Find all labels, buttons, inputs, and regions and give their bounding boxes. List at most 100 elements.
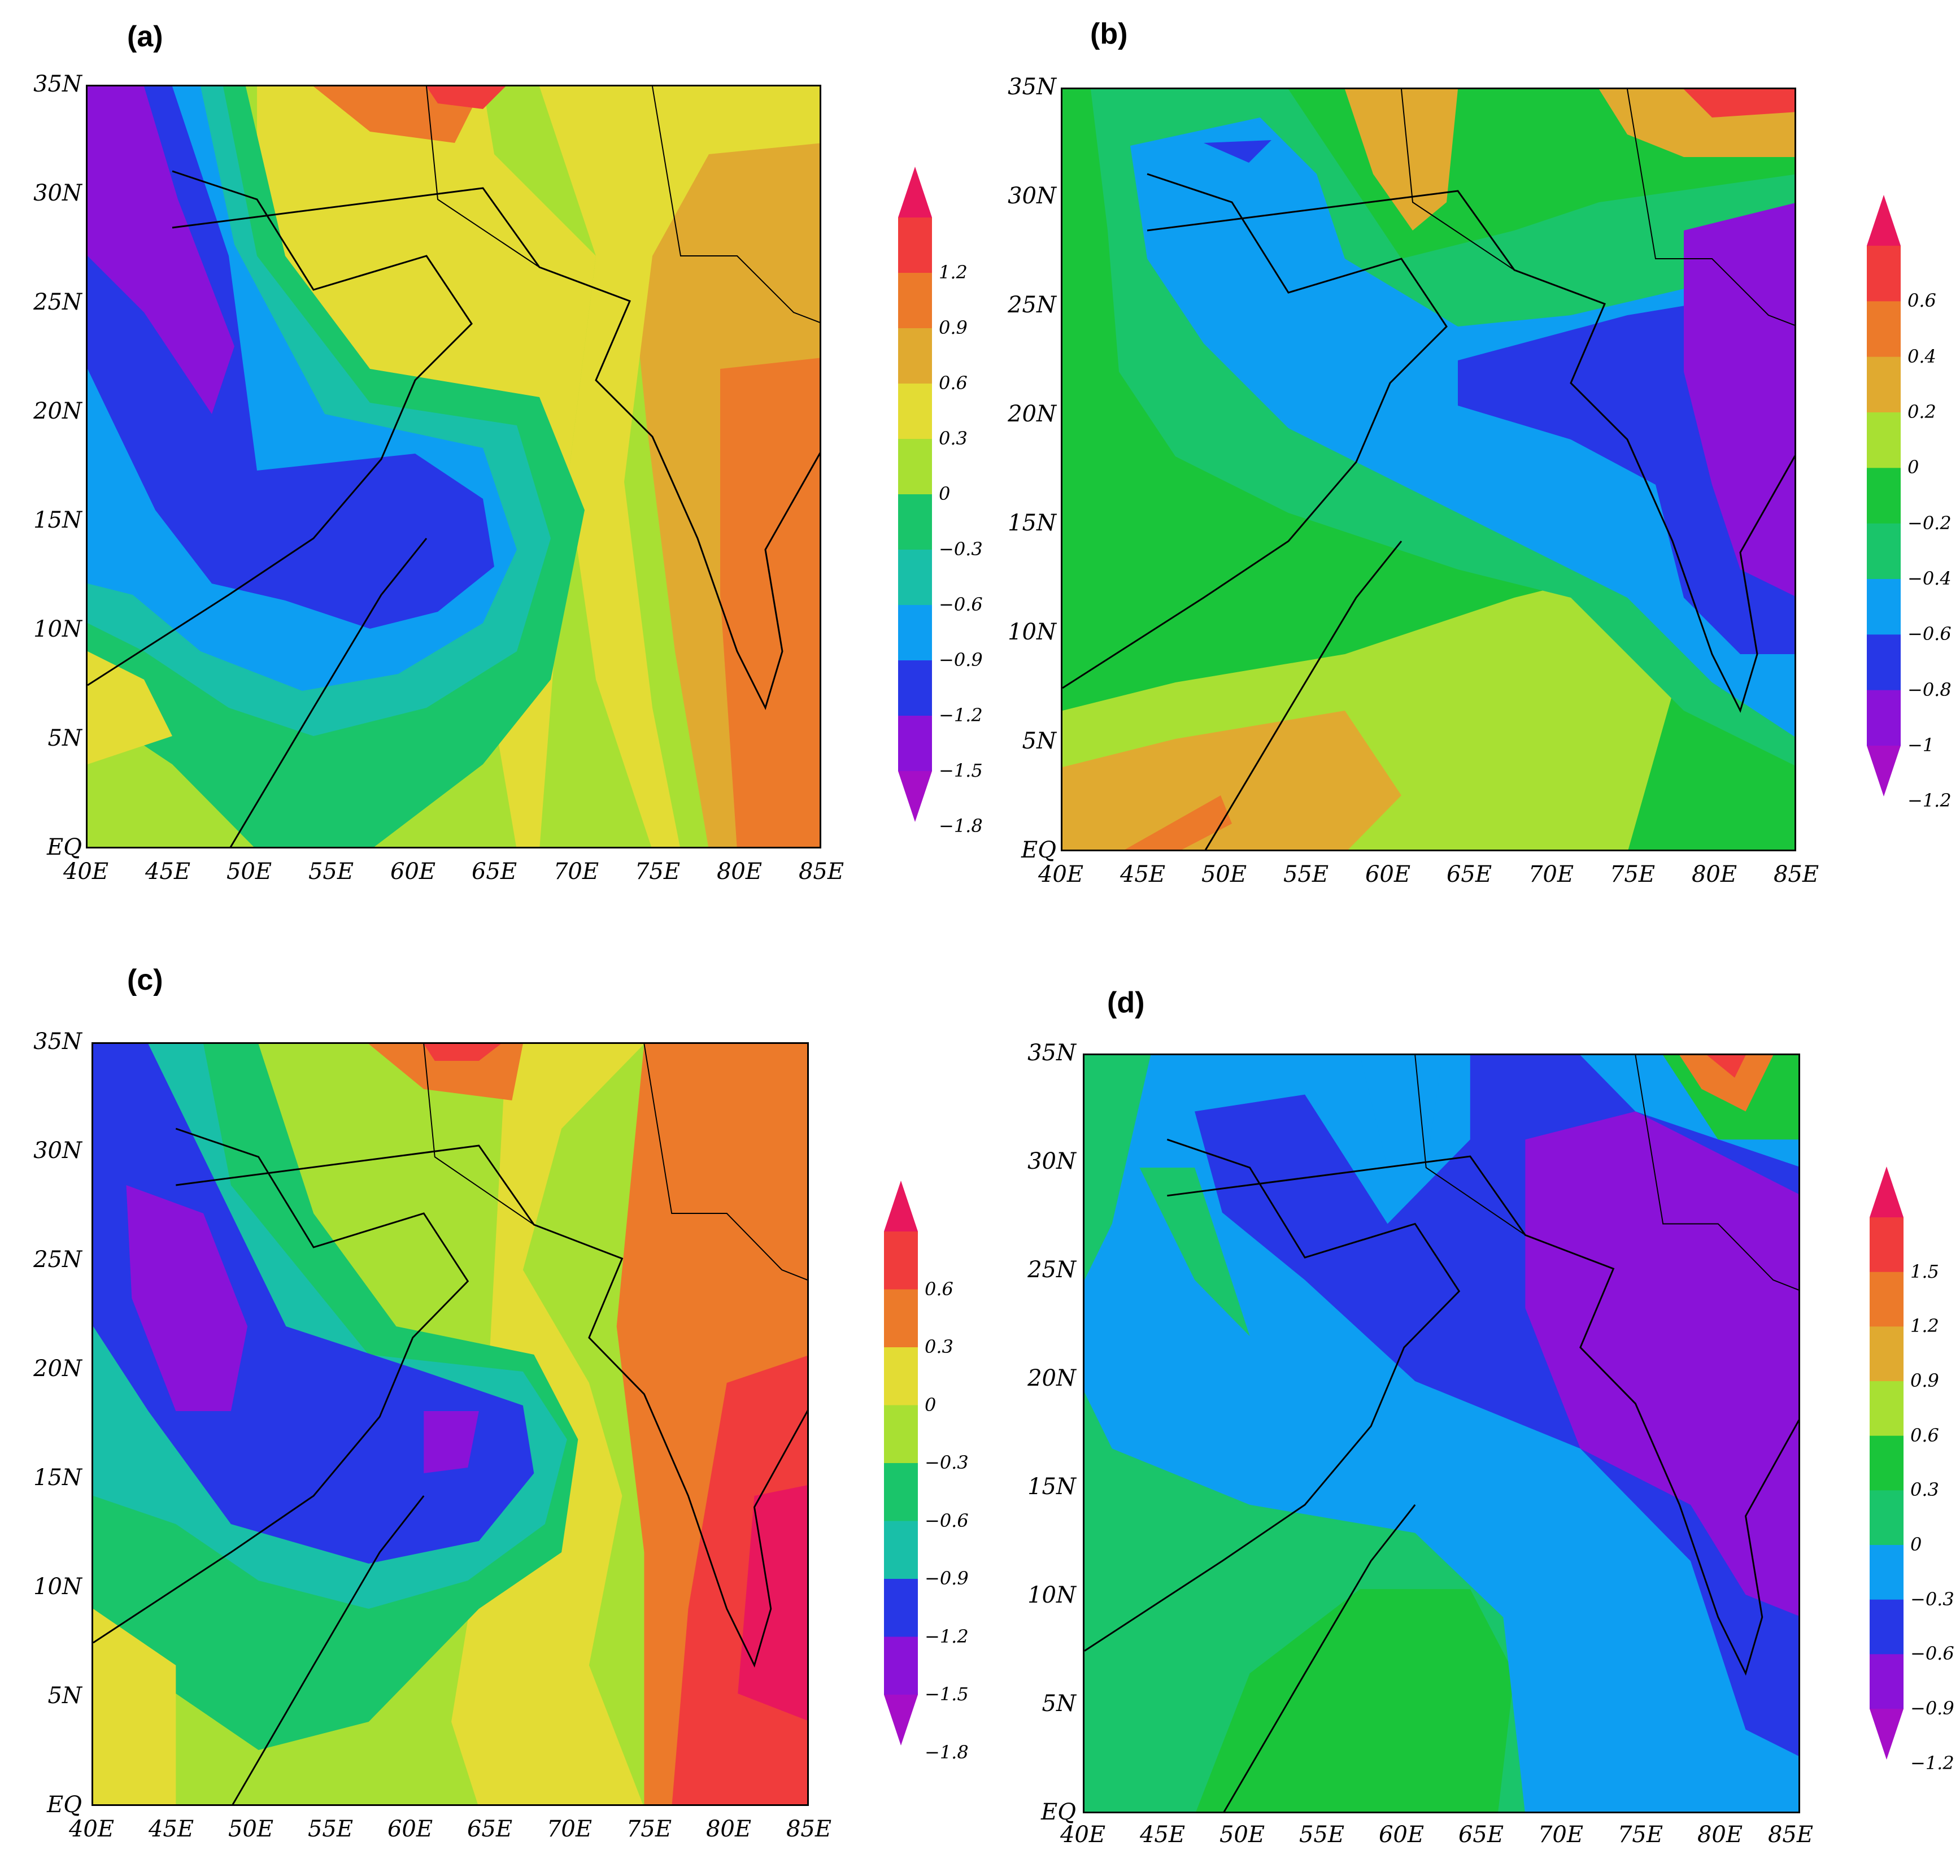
contour-fill [426, 86, 506, 109]
lon-label: 70E [553, 859, 599, 885]
colorbar-tick-label: −0.9 [939, 649, 983, 671]
colorbar-graphic [1867, 195, 1901, 796]
lon-label: 70E [546, 1816, 593, 1842]
lat-label: 5N [1042, 1691, 1076, 1717]
lon-label: 85E [798, 859, 844, 885]
colorbar-segment [898, 328, 932, 384]
colorbar-tick-label: −0.6 [1910, 1643, 1954, 1665]
lon-label: 65E [1446, 861, 1492, 887]
lat-label: 10N [1027, 1582, 1076, 1608]
colorbar-graphic [1870, 1166, 1904, 1760]
map-c-contours [93, 1044, 807, 1804]
colorbar-bottom-arrow [1867, 746, 1901, 796]
colorbar-segment [1867, 468, 1901, 524]
lat-label: EQ [47, 834, 82, 860]
colorbar-tick-label: −0.2 [1907, 512, 1952, 534]
colorbar-segment [898, 550, 932, 606]
colorbar-segment [1870, 1326, 1904, 1382]
lon-label: 60E [1378, 1822, 1425, 1848]
panel-label-c: (c) [127, 964, 163, 996]
lat-label: 15N [1027, 1474, 1076, 1500]
panel-label-b: (b) [1090, 18, 1128, 50]
colorbar-d: 1.5 1.2 0.9 0.6 0.3 0 −0.3 −0.6 −0.9 −1.2 [1870, 1166, 1954, 1774]
contour-fill [720, 358, 820, 847]
border [1414, 1055, 1798, 1291]
colorbar-segment [898, 439, 932, 495]
colorbar-segment [898, 605, 932, 661]
lon-label: 75E [634, 859, 681, 885]
lon-label: 85E [1773, 861, 1819, 887]
colorbar-segment [1870, 1381, 1904, 1437]
lon-label: 65E [1458, 1822, 1504, 1848]
lat-label: 25N [1008, 292, 1056, 318]
colorbar-segment [1867, 690, 1901, 746]
colorbar-segment [898, 660, 932, 716]
contour-fill [1062, 711, 1401, 850]
map-a-contours [88, 86, 820, 847]
colorbar-tick-label: −0.3 [939, 538, 983, 560]
contour-fill [1125, 795, 1232, 850]
lon-label: 40E [1038, 861, 1084, 887]
lat-label: EQ [1041, 1799, 1076, 1825]
colorbar-tick-label: −0.8 [1907, 678, 1952, 700]
colorbar-segment [884, 1521, 918, 1579]
lat-label: 35N [33, 1029, 82, 1055]
coastline [232, 1495, 425, 1804]
contour-fill [539, 86, 820, 847]
contour-fill [1360, 1055, 1443, 1168]
colorbar-tick-label: 1.5 [1910, 1260, 1939, 1282]
colorbar-b: 0.6 0.4 0.2 0 −0.2 −0.4 −0.6 −0.8 −1 −1.2 [1867, 195, 1952, 811]
colorbar-segment [884, 1347, 918, 1405]
colorbar-tick-label: −0.9 [1910, 1697, 1954, 1719]
contour-fill [88, 651, 172, 764]
colorbar-segment [1870, 1217, 1904, 1273]
colorbar-tick-label: 0 [1907, 456, 1919, 478]
colorbar-a: 1.2 0.9 0.6 0.3 0 −0.3 −0.6 −0.9 −1.2 −1.5 −1.8 [898, 167, 983, 837]
colorbar-segment [884, 1636, 918, 1695]
lat-label: 30N [1027, 1148, 1076, 1174]
panel-label-d: (d) [1107, 986, 1145, 1019]
lon-label: 85E [1767, 1822, 1814, 1848]
contour-fill [1684, 203, 1795, 597]
colorbar-tick-label: −0.4 [1907, 568, 1952, 589]
colorbar-tick-label: 0.6 [939, 372, 968, 394]
coastline [93, 1128, 469, 1644]
lat-label: 35N [1008, 74, 1056, 100]
lon-label: 60E [1365, 861, 1411, 887]
colorbar-tick-label: 0.6 [925, 1278, 953, 1300]
lon-label: 85E [786, 1816, 832, 1842]
colorbar-tick-label: 0.6 [1907, 290, 1936, 312]
lon-label: 40E [1060, 1822, 1106, 1848]
contour-fill [93, 1609, 176, 1804]
colorbar-segment [898, 384, 932, 439]
lat-label: 20N [1008, 401, 1056, 427]
colorbar-segment [884, 1463, 918, 1521]
map-panel-c [92, 1042, 809, 1806]
colorbar-tick-label: −1.2 [925, 1625, 969, 1647]
colorbar-segment [884, 1289, 918, 1348]
lon-label: 55E [1283, 861, 1329, 887]
colorbar-tick-label: −0.3 [925, 1452, 969, 1473]
coastline [1062, 173, 1448, 689]
colorbar-tick-label: −1.8 [925, 1741, 969, 1763]
lat-label: 5N [1022, 728, 1056, 754]
lat-label: 30N [1008, 183, 1056, 209]
lon-label: 80E [1697, 1822, 1743, 1848]
map-panel-b [1061, 88, 1796, 851]
panel-label-a: (a) [127, 20, 163, 53]
colorbar-top-arrow [898, 167, 932, 217]
colorbar-tick-label: 0 [925, 1394, 937, 1416]
lon-label: 55E [1299, 1822, 1345, 1848]
colorbar-c: 0.6 0.3 0 −0.3 −0.6 −0.9 −1.2 −1.5 −1.8 [884, 1181, 969, 1763]
lat-label: 20N [33, 1356, 82, 1382]
lat-label: EQ [47, 1792, 82, 1818]
colorbar-segment [898, 217, 932, 273]
lon-label: 45E [145, 859, 191, 885]
coastline [1084, 1138, 1461, 1652]
lat-label: EQ [1021, 837, 1056, 863]
coastline [229, 538, 428, 847]
coastline [1223, 1504, 1416, 1812]
colorbar-tick-label: 0 [1910, 1534, 1922, 1555]
colorbar-segment [1867, 356, 1901, 413]
colorbar-tick-label: −0.6 [1907, 623, 1952, 645]
